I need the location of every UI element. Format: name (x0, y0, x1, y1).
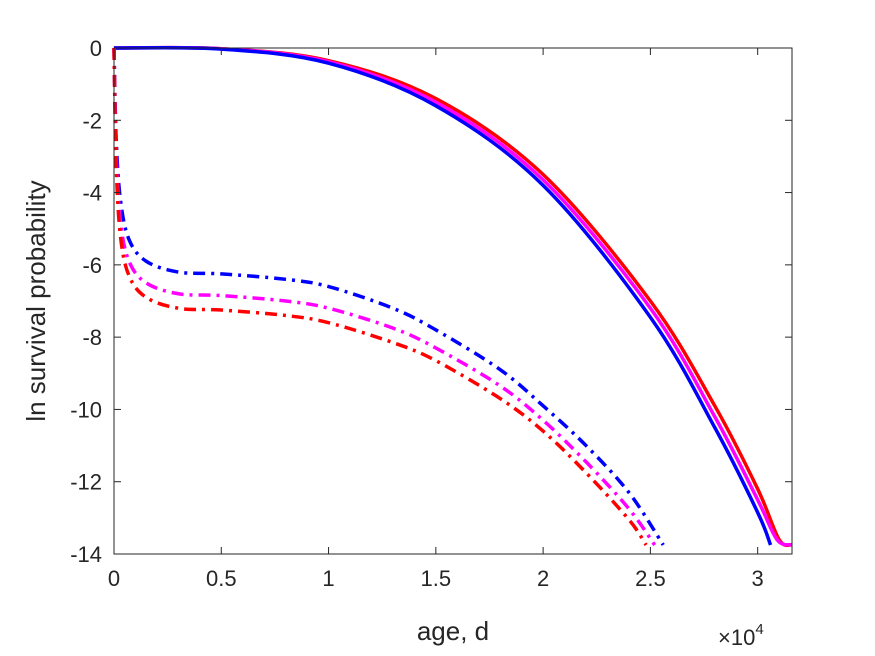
x-tick-label: 2.5 (635, 566, 666, 591)
x-tick-label: 1.5 (421, 566, 452, 591)
y-tick-label: -12 (70, 470, 102, 495)
series-layer (112, 45, 793, 548)
tick-layer: 0 0.5 1 1.5 2 2.5 3 0 -2 -4 -6 -8 -10 -12 -14 (70, 36, 792, 591)
x-tick-label: 0 (108, 566, 120, 591)
y-tick-label: -2 (82, 108, 102, 133)
y-tick-label: 0 (90, 36, 102, 61)
series-line-dashdot-3 (112, 47, 665, 546)
y-tick-label: -8 (82, 325, 102, 350)
x-axis-label: age, d (417, 616, 489, 646)
x-tick-label: 3 (752, 566, 764, 591)
x-exponent-label: ×104 (718, 621, 764, 650)
axes-box (113, 47, 793, 555)
plot-area (114, 48, 792, 554)
y-tick-label: -10 (70, 397, 102, 422)
y-tick-label: -4 (82, 181, 102, 206)
series-line-dashdot-5 (112, 47, 648, 546)
y-tick-label: -6 (82, 253, 102, 278)
x-exponent-power: 4 (755, 621, 763, 638)
y-tick-label: -14 (70, 542, 102, 567)
y-axis-label: ln survival probability (21, 180, 51, 421)
x-exponent-base: ×10 (718, 625, 755, 650)
x-tick-label: 2 (537, 566, 549, 591)
x-tick-label: 0.5 (206, 566, 237, 591)
x-tick-label: 1 (322, 566, 334, 591)
series-line-solid-2 (113, 45, 773, 546)
